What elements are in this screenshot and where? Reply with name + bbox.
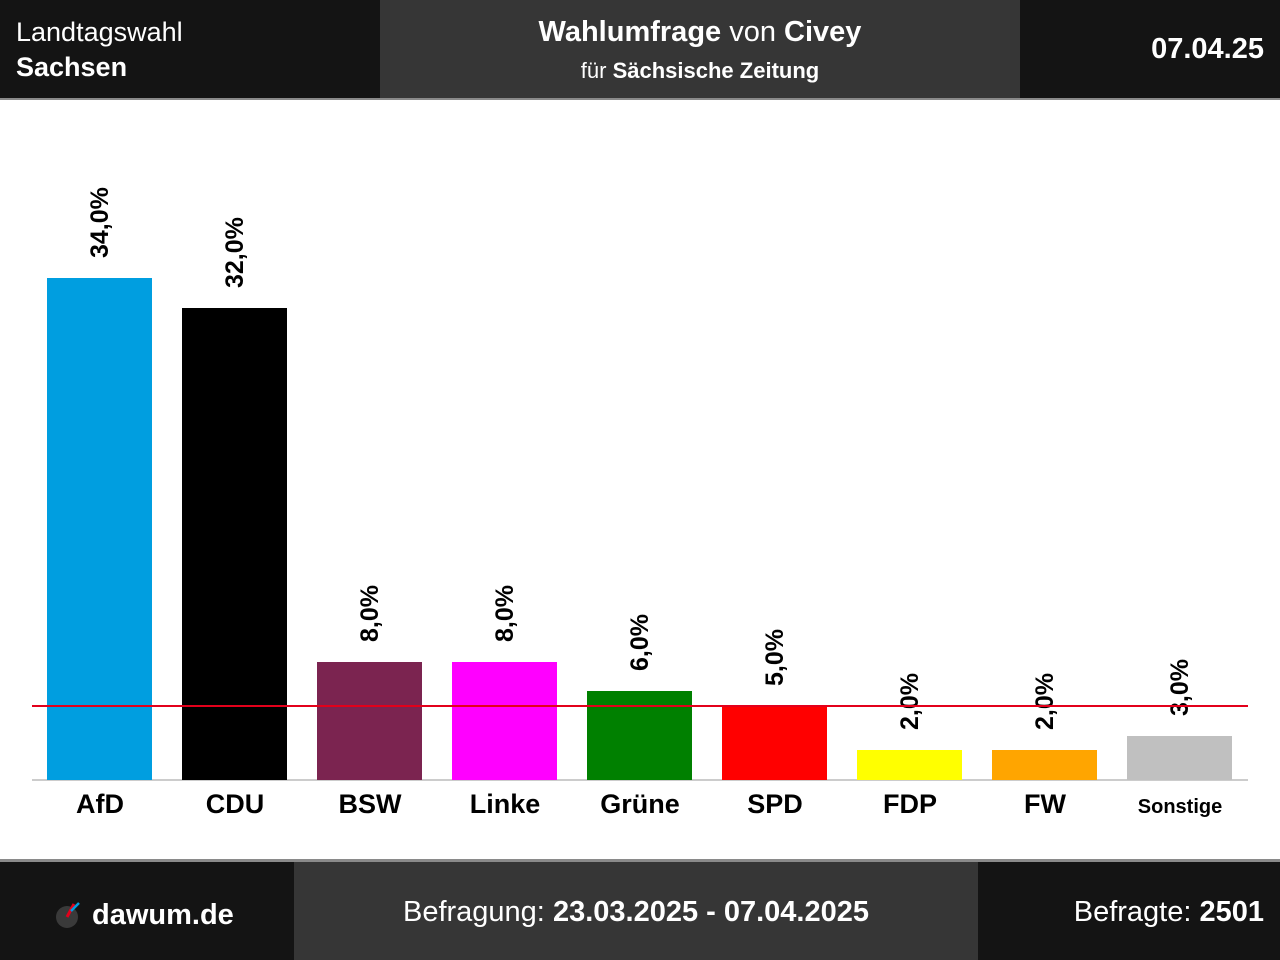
bar-spd [722,706,827,780]
respondents: Befragte: 2501 [1074,896,1264,929]
threshold-line [32,705,1248,708]
footer-brand-panel: dawum.de [0,862,294,960]
brand-name: dawum.de [92,899,234,931]
category-label-cdu: CDU [205,789,265,819]
value-label-fw: 2,0% [1030,673,1059,731]
chart-baseline [32,779,1248,781]
header-region-panel: Landtagswahl Sachsen [0,0,380,98]
value-label-linke: 8,0% [490,584,519,642]
header-date-panel: 07.04.25 [1020,0,1280,98]
value-label-bsw: 8,0% [355,584,384,642]
respondents-label: Befragte: [1073,896,1192,928]
pollster-name: Civey [784,16,862,48]
category-label-sonstige: Sonstige [1137,796,1223,818]
client-name: Sächsische Zeitung [612,58,820,83]
dawum-logo-icon [56,902,80,928]
category-label-linke: Linke [469,789,541,819]
bar-bsw [317,661,422,780]
election-type: Landtagswahl [16,17,183,47]
value-label-spd: 5,0% [760,629,789,687]
footer-period-panel: Befragung: 23.03.2025 - 07.04.2025 [294,862,978,960]
bar-afd [47,278,152,780]
region-name: Sachsen [16,52,128,82]
footer-divider [0,859,1280,862]
poll-subtitle: für Sächsische Zeitung [380,58,1020,84]
value-label-afd: 34,0% [85,187,114,258]
header-title-panel: Wahlumfrage von Civey für Sächsische Zei… [380,0,1020,98]
subtitle-prefix: für [580,58,607,83]
poll-bar-chart: 34,0% AfD 32,0% CDU 8,0% BSW 8,0% Linke 6,0% Grün… [0,100,1280,860]
header-divider [0,98,1280,100]
category-label-bsw: BSW [338,789,402,819]
bar-cdu [182,307,287,780]
category-label-grüne: Grüne [600,789,680,819]
bar-sonstige [1127,735,1232,780]
category-label-afd: AfD [76,789,124,819]
poll-title-connector: von [729,16,776,48]
category-label-fw: FW [1024,789,1066,819]
survey-period-value: 23.03.2025 - 07.04.2025 [552,896,869,928]
poll-title-word: Wahlumfrage [538,16,722,48]
header: Landtagswahl Sachsen Wahlumfrage von Civ… [0,0,1280,98]
poll-date: 07.04.25 [1151,33,1264,65]
respondents-value: 2501 [1199,896,1264,928]
footer-respondents-panel: Befragte: 2501 [978,862,1280,960]
category-label-fdp: FDP [883,789,937,819]
value-label-cdu: 32,0% [220,216,249,288]
bar-linke [452,661,557,780]
survey-period: Befragung: 23.03.2025 - 07.04.2025 [294,896,978,929]
value-label-fdp: 2,0% [895,673,924,731]
poll-title: Wahlumfrage von Civey [380,16,1020,49]
value-label-grüne: 6,0% [625,614,654,672]
survey-period-label: Befragung: [402,896,545,928]
bar-fdp [857,750,962,780]
bar-fw [992,750,1097,780]
category-label-spd: SPD [747,789,803,819]
